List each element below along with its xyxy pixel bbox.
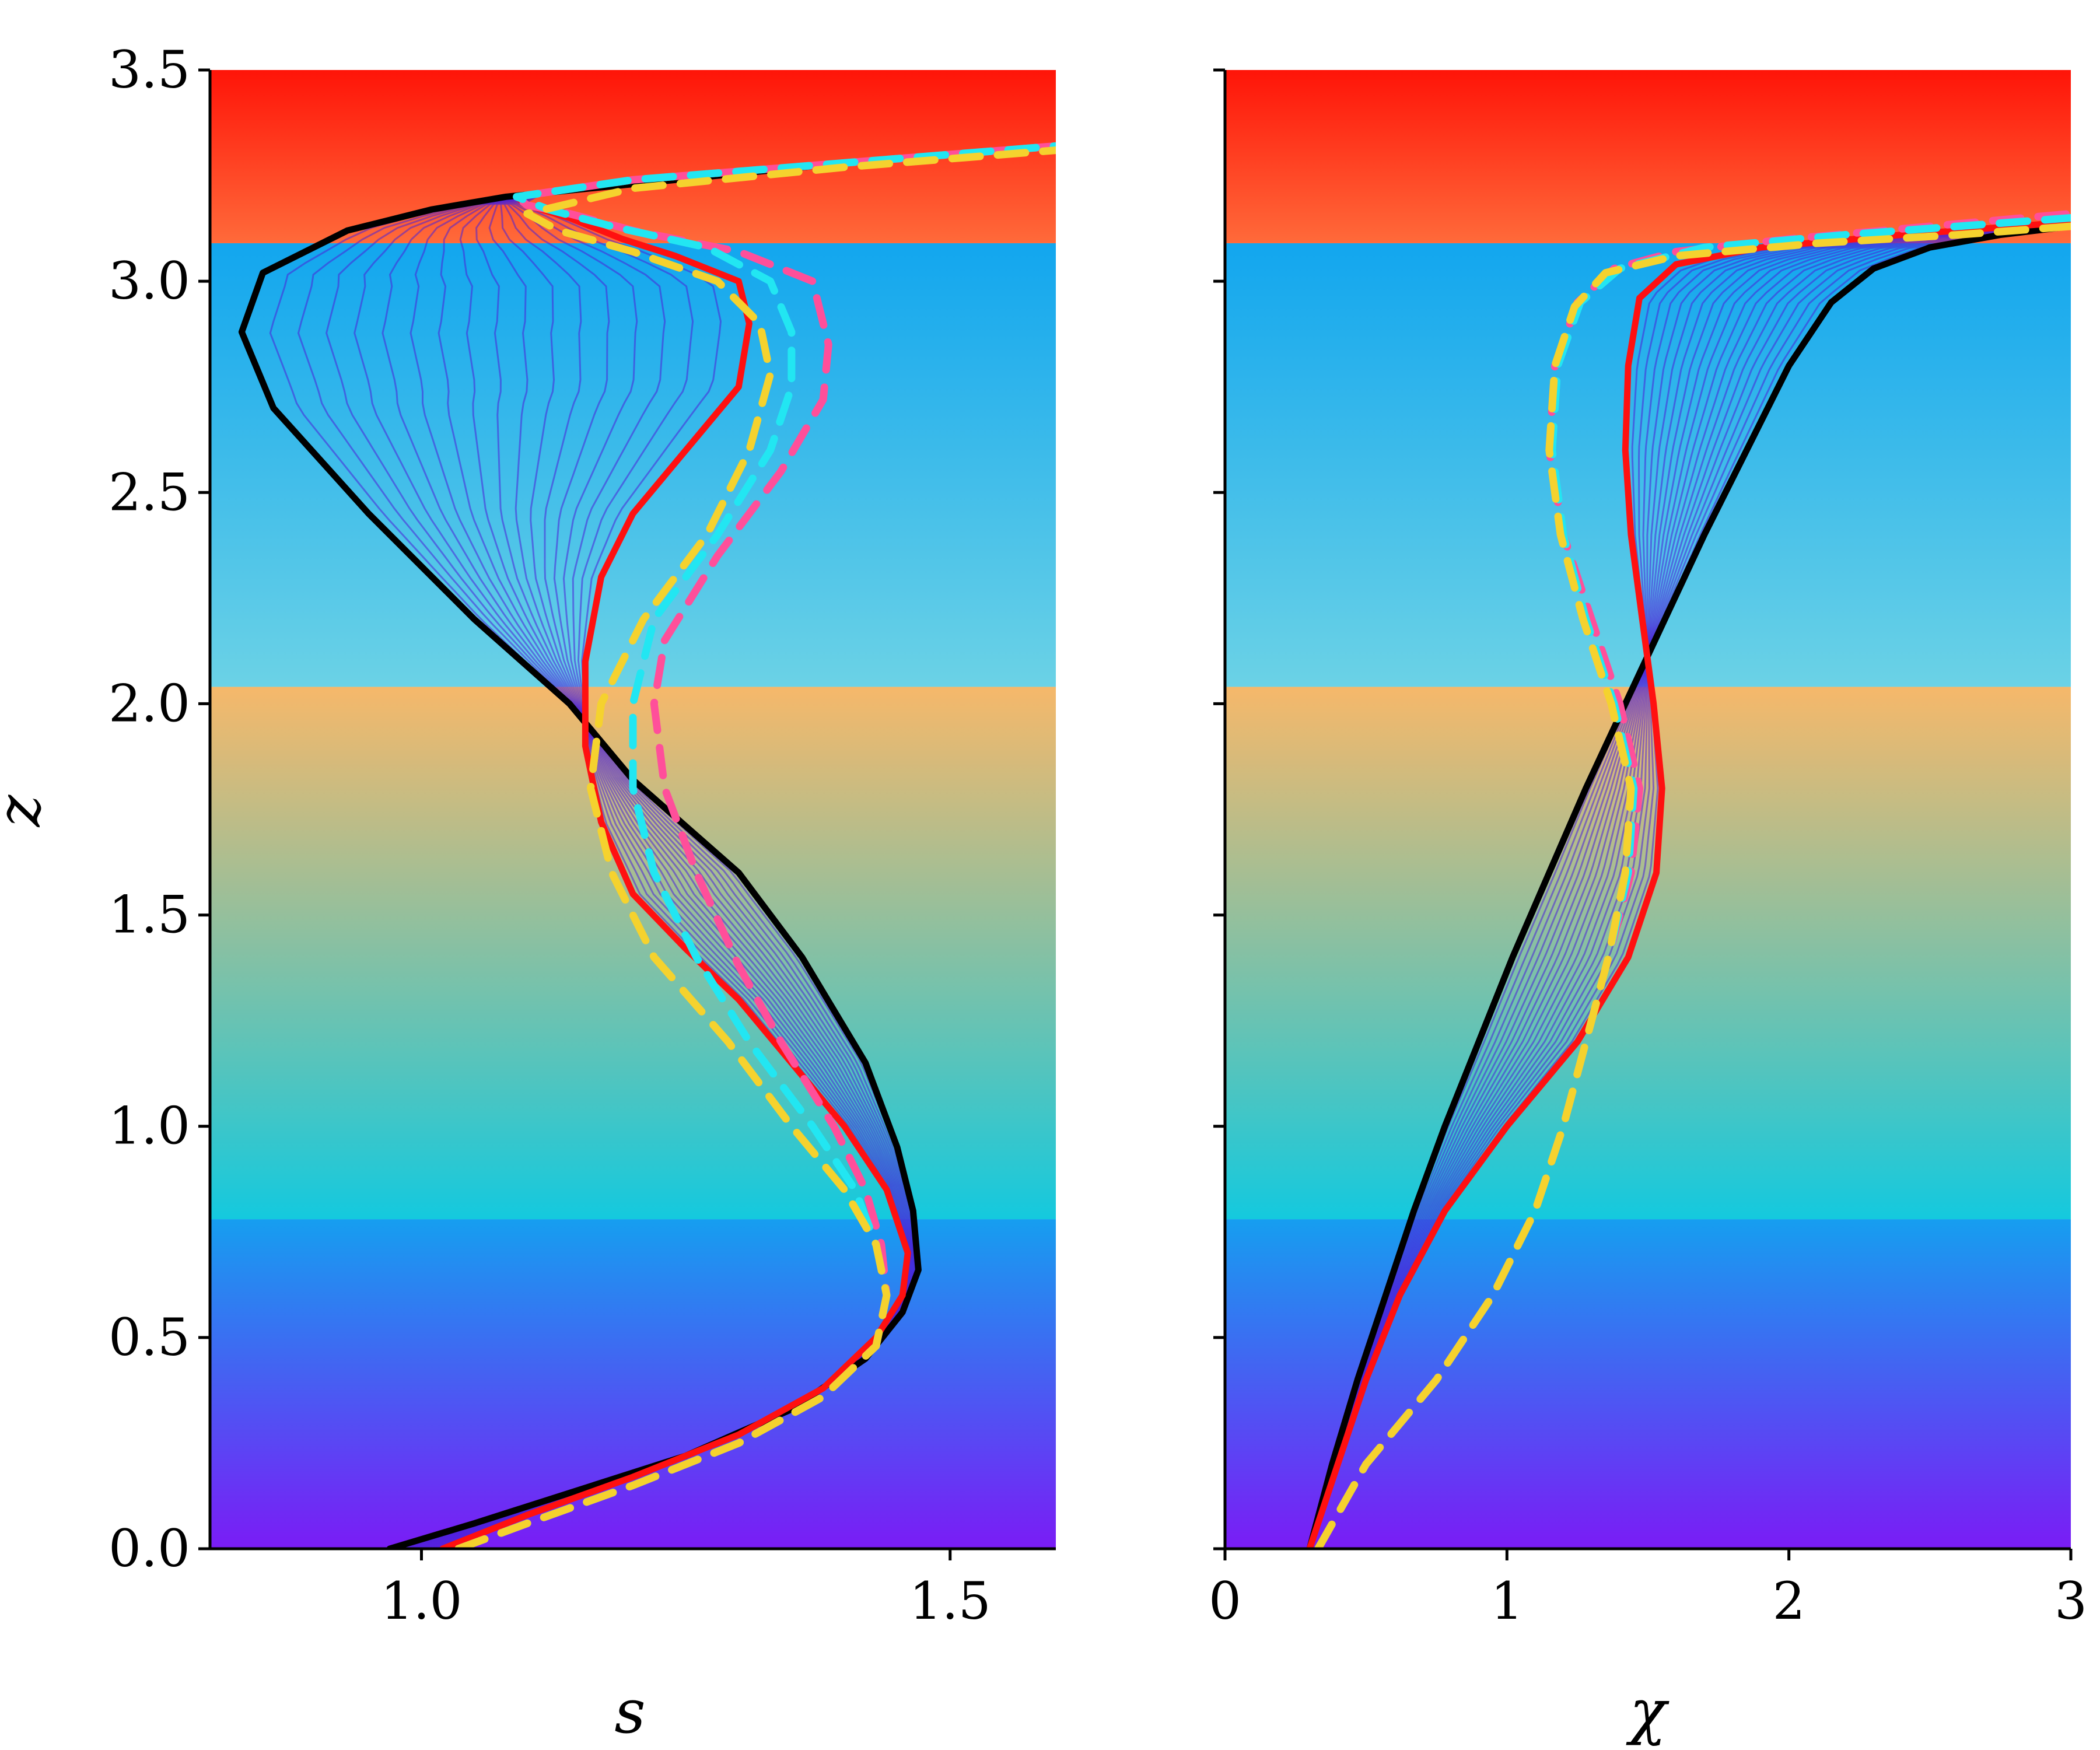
- background-band-2: [210, 243, 1056, 687]
- right-x-axis-label: χ: [1625, 1676, 1670, 1747]
- y-tick-label: 2.0: [108, 673, 190, 733]
- right-axes: 0 1 2 3: [1209, 68, 2087, 1631]
- series-line-1: [1306, 219, 2071, 1549]
- series-line-4: [454, 146, 1056, 1549]
- left-panel: 0.0 0.5 1.0 1.5 2.0 2.5 3.0 3.5 1.0 1.5 s z: [0, 40, 1056, 1747]
- right-panel: 0 1 2 3 χ: [1209, 68, 2087, 1747]
- left-y-axis-label: z: [0, 794, 54, 828]
- y-tick-label: 2.5: [108, 462, 190, 522]
- x-tick-label: 2: [1773, 1571, 1805, 1631]
- left-axes: 0.0 0.5 1.0 1.5 2.0 2.5 3.0 3.5 1.0 1.5: [108, 40, 1056, 1631]
- background-band-0: [1225, 1219, 2071, 1549]
- x-tick-label: 1.5: [909, 1571, 991, 1631]
- x-tick-label: 1: [1490, 1571, 1523, 1631]
- right-series-group: [1306, 209, 2071, 1549]
- left-x-axis-label: s: [614, 1676, 645, 1747]
- series-line-2: [454, 142, 1056, 1549]
- background-band-0: [210, 1219, 1056, 1549]
- y-tick-label: 1.5: [108, 885, 190, 945]
- x-tick-label: 3: [2054, 1571, 2087, 1631]
- y-tick-label: 3.5: [108, 40, 190, 100]
- background-band-3: [1225, 70, 2071, 243]
- x-tick-label: 0: [1209, 1571, 1241, 1631]
- background-band-1: [1225, 687, 2071, 1220]
- series-line-4: [1314, 222, 2071, 1549]
- series-line-0: [1306, 223, 2071, 1549]
- x-tick-label: 1.0: [381, 1571, 463, 1631]
- y-tick-label: 1.0: [108, 1096, 190, 1156]
- y-tick-label: 3.0: [108, 251, 190, 311]
- y-tick-label: 0.5: [108, 1307, 190, 1367]
- y-tick-label: 0.0: [108, 1518, 190, 1578]
- left-series-group: [238, 142, 1056, 1549]
